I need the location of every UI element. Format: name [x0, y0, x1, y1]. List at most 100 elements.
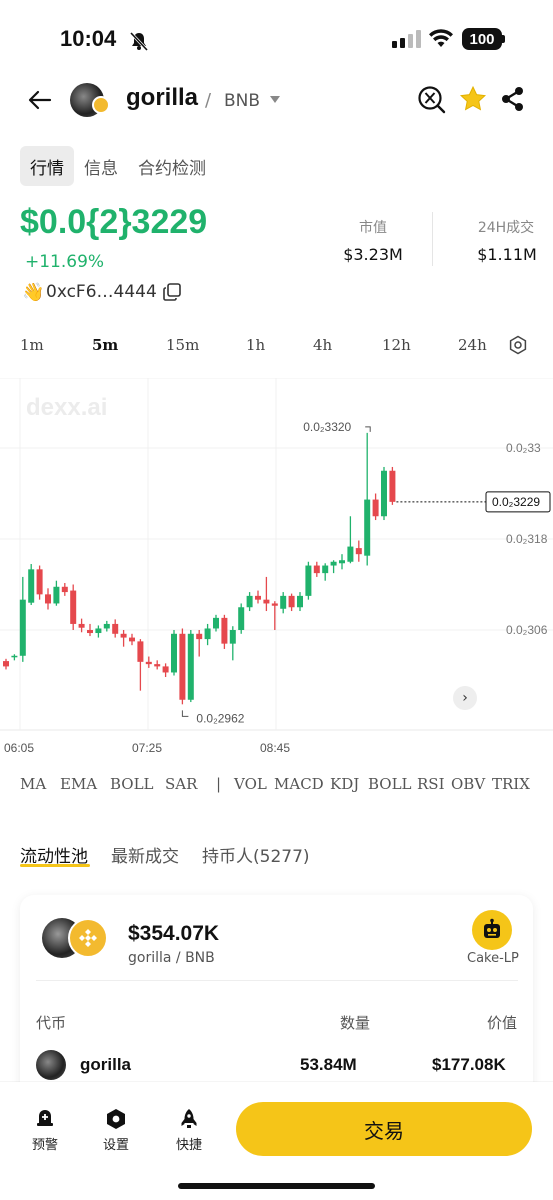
candle-up: [330, 561, 337, 566]
indicator-obv[interactable]: OBV: [451, 775, 486, 793]
nav-shortcut-label: 快捷: [175, 1138, 202, 1153]
interval-1m[interactable]: 1m: [20, 336, 44, 354]
chart-settings-icon[interactable]: [508, 335, 528, 355]
candle-up: [171, 633, 177, 673]
top-tabs: 行情 信息 合约检测: [20, 146, 216, 186]
indicator-rsi[interactable]: RSI: [417, 775, 445, 793]
alert-icon: [37, 1110, 53, 1126]
volume-value: $1.11M: [477, 245, 537, 264]
tab-latest-trades[interactable]: 最新成交: [111, 847, 179, 867]
pool-liquidity-value: $354.07K: [128, 922, 220, 945]
interval-12h[interactable]: 12h: [382, 336, 411, 354]
pair-separator: /: [205, 90, 212, 111]
candle-down: [196, 633, 203, 640]
tab-market[interactable]: 行情: [20, 146, 74, 186]
tab-liquidity-pool[interactable]: 流动性池: [20, 847, 88, 867]
home-indicator: [178, 1183, 375, 1189]
nav-settings[interactable]: 设置: [96, 1108, 136, 1153]
battery-tip: [502, 35, 505, 43]
indicator-macd[interactable]: MACD: [274, 775, 324, 793]
low-marker: [181, 710, 189, 717]
current-price-label: 0.0₂3229: [492, 495, 540, 509]
candle-up: [280, 595, 287, 609]
high-label: 0.0₂3320: [303, 420, 351, 434]
trade-button[interactable]: 交易: [236, 1102, 532, 1156]
bnb-icon: [68, 918, 108, 958]
tab-info[interactable]: 信息: [84, 158, 118, 179]
indicator-ema[interactable]: EMA: [60, 775, 98, 793]
candle-down: [263, 599, 270, 604]
chevron-down-icon[interactable]: [270, 96, 280, 103]
nav-alert[interactable]: 预警: [25, 1108, 65, 1153]
current-price: $0.0{2}3229: [20, 203, 208, 241]
col-token: 代币: [36, 1014, 67, 1032]
candle-up: [213, 617, 219, 629]
candle-down: [112, 623, 119, 634]
candle-up: [381, 470, 387, 517]
x-search-icon[interactable]: [416, 84, 446, 114]
indicator-divider: |: [216, 775, 222, 793]
pancake-bot-icon: [472, 910, 512, 950]
indicator-kdj[interactable]: KDJ: [330, 775, 360, 793]
indicator-sar[interactable]: SAR: [165, 775, 198, 793]
y-tick-label: 0.0₂306: [506, 623, 548, 637]
candle-down: [179, 633, 186, 700]
active-tab-underline: [20, 864, 90, 867]
candle-down: [372, 499, 379, 517]
nav-shortcut[interactable]: 快捷: [169, 1108, 209, 1153]
interval-4h[interactable]: 4h: [313, 336, 333, 354]
candle-down: [87, 630, 93, 634]
candle-up: [238, 607, 245, 630]
candle-down: [3, 661, 9, 667]
interval-15m[interactable]: 15m: [166, 336, 200, 354]
interval-5m[interactable]: 5m: [92, 336, 119, 354]
candle-down: [36, 569, 43, 595]
candle-down: [45, 594, 51, 604]
pair-symbol[interactable]: BNB: [224, 91, 261, 111]
indicator-boll-2[interactable]: BOLL: [368, 775, 412, 793]
low-label: 0.0₂2962: [196, 711, 244, 725]
candle-down: [145, 661, 152, 665]
candle-down: [288, 595, 295, 608]
status-time: 10:04: [60, 26, 117, 51]
col-value: 价值: [487, 1014, 518, 1032]
chevron-right-icon[interactable]: ›: [453, 686, 477, 710]
candle-up: [297, 595, 303, 608]
star-icon[interactable]: [458, 84, 488, 114]
candle-down: [154, 664, 161, 667]
tab-contract-check[interactable]: 合约检测: [138, 158, 206, 179]
x-tick-label: 08:45: [260, 741, 290, 755]
nav-alert-label: 预警: [31, 1138, 58, 1153]
copy-icon[interactable]: [162, 282, 182, 302]
volume-label: 24H成交: [477, 220, 535, 236]
candle-up: [339, 560, 345, 564]
dexx-watermark: dexx.ai: [26, 394, 108, 421]
price-chart[interactable]: 06:05 07:25 08:45 0.0₂33 0.0₂318 0.0₂306 0.0₂3…: [0, 378, 553, 760]
share-icon[interactable]: [498, 84, 528, 114]
rocket-icon: [181, 1109, 197, 1128]
indicator-boll[interactable]: BOLL: [110, 775, 154, 793]
indicator-trix[interactable]: TRIX: [492, 775, 530, 793]
wifi-icon: [429, 29, 453, 47]
tab-holders[interactable]: 持币人(5277): [202, 847, 310, 867]
row-token-value: $177.08K: [432, 1055, 506, 1074]
wave-hand-icon: 👋: [22, 282, 45, 303]
interval-24h[interactable]: 24h: [458, 336, 487, 354]
candle-down: [313, 565, 320, 574]
candle-down: [271, 603, 278, 606]
high-marker: [365, 426, 371, 432]
candle-up: [322, 565, 329, 574]
indicator-vol[interactable]: VOL: [234, 775, 267, 793]
candle-up: [204, 628, 211, 640]
indicator-ma[interactable]: MA: [20, 775, 47, 793]
stats-divider: [432, 212, 433, 266]
bnb-chain-badge: [92, 96, 110, 114]
candle-up: [305, 565, 312, 596]
card-divider: [36, 980, 518, 981]
interval-1h[interactable]: 1h: [246, 336, 266, 354]
candle-down: [120, 633, 127, 638]
candle-down: [61, 586, 68, 593]
row-token-quantity: 53.84M: [300, 1055, 357, 1074]
back-arrow-icon[interactable]: [26, 86, 54, 114]
dex-label: Cake-LP: [467, 951, 519, 966]
